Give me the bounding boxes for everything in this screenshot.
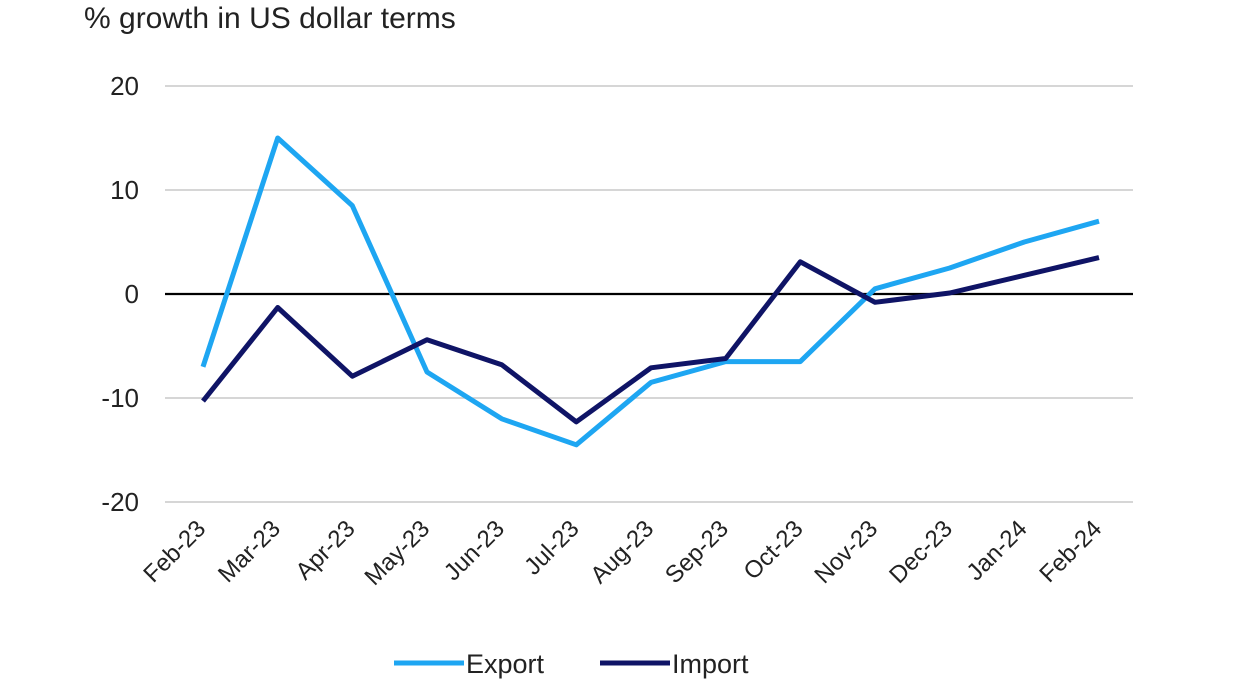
data-point-export [798,359,803,364]
x-tick-label: Jan-24 [962,515,1033,586]
x-tick-label: Jun-23 [439,515,510,586]
x-tick-label: May-23 [360,515,436,591]
data-point-import [499,362,504,367]
series-line-import [201,255,1100,425]
chart-title: % growth in US dollar terms [84,2,456,35]
y-axis: 20 10 0 -10 -20 [101,71,139,517]
data-point-import [873,300,878,305]
x-tick-label: Mar-23 [213,515,286,588]
x-tick-label: Aug-23 [585,515,659,589]
legend: Export Import [394,649,749,679]
x-tick-label: Sep-23 [660,515,734,589]
x-tick-label: Oct-23 [739,515,809,585]
y-tick-label: 20 [110,71,139,101]
data-point-import [1022,273,1027,278]
legend-label-import: Import [672,649,749,679]
series-lines [200,135,1102,448]
data-point-import [798,259,803,264]
legend-label-export: Export [466,649,545,679]
data-point-import [275,305,280,310]
y-tick-label: 0 [125,279,139,309]
grid-lines [165,85,1133,503]
data-point-export [649,380,654,385]
data-point-export [275,136,280,141]
y-tick-label: -10 [101,383,139,413]
x-tick-label: Dec-23 [884,515,958,589]
data-point-import [947,290,952,295]
x-tick-label: Nov-23 [809,515,883,589]
data-point-export [873,286,878,291]
data-point-import [574,419,579,424]
data-point-import [425,337,430,342]
data-point-import [1097,255,1102,260]
x-tick-label: Jul-23 [519,515,584,580]
x-tick-label: Apr-23 [291,515,361,585]
x-tick-label: Feb-24 [1034,515,1107,588]
data-point-export [350,203,355,208]
data-point-export [425,370,430,375]
data-point-import [649,365,654,370]
data-point-export [574,442,579,447]
series-line-export [200,135,1100,448]
data-point-import [723,356,728,361]
y-tick-label: 10 [110,175,139,205]
y-tick-label: -20 [101,487,139,517]
data-point-export [499,416,504,421]
data-point-export [1022,240,1027,245]
x-tick-label: Feb-23 [138,515,211,588]
data-point-export [947,266,952,271]
data-point-import [201,399,206,404]
data-point-export [201,364,206,369]
data-point-export [1097,219,1102,224]
data-point-import [350,374,355,379]
